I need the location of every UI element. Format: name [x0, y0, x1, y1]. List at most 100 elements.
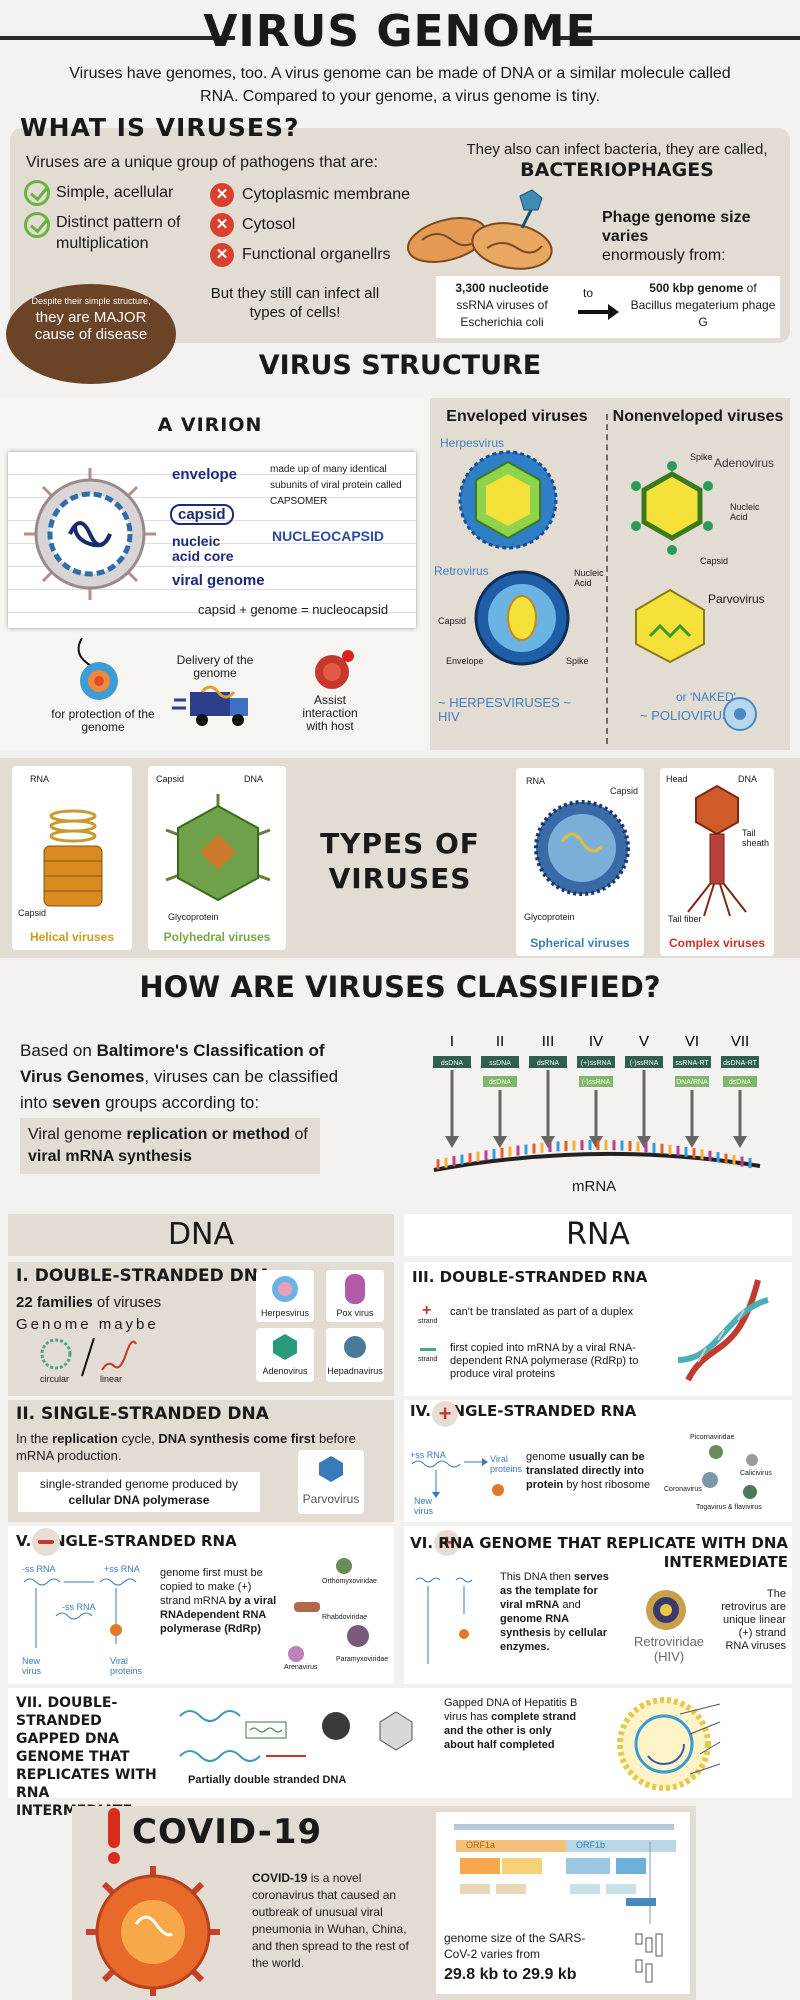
- g5-virus-icons: [288, 1558, 369, 1662]
- group-6-cycle-diagram: [415, 1577, 473, 1664]
- from-bold: 3,300 nucleotide: [455, 281, 549, 295]
- adeno-thumb-label: Adenovirus: [262, 1366, 308, 1376]
- structure-title: VIRUS STRUCTURE: [258, 350, 542, 381]
- classify-criteria-box: Viral genome replication or method of vi…: [20, 1118, 320, 1174]
- retroviridae-label: Retroviridae (HIV): [633, 1634, 705, 1664]
- what-lead: Viruses are a unique group of pathogens …: [26, 154, 378, 171]
- exclamation-dot: [108, 1852, 120, 1864]
- g5-virus: Paramyxoviridae: [336, 1656, 389, 1663]
- baltimore-roman: IV: [589, 1033, 603, 1050]
- retrovirus-note: The retrovirus are unique linear (+) str…: [721, 1588, 786, 1652]
- hepadna-thumb: Hepadnavirus: [326, 1328, 384, 1382]
- classify-title: HOW ARE VIRUSES CLASSIFIED?: [139, 970, 661, 1004]
- cross-icon: ✕: [210, 213, 234, 237]
- g5-virus: Orthomyxoviridae: [322, 1578, 377, 1585]
- baltimore-tag-label: dsDNA-RT: [723, 1060, 757, 1067]
- baltimore-tag: [577, 1056, 615, 1068]
- g4-part: usually can be translated directly into …: [526, 1451, 645, 1491]
- strand-label: strand: [418, 1318, 438, 1325]
- not-item: Functional organellrs: [242, 246, 391, 263]
- major-cause-bubble: Despite their simple structure, they are…: [6, 284, 176, 384]
- rna-header: RNA: [404, 1214, 792, 1256]
- cross-icon: ✕: [210, 243, 234, 267]
- group-5-title: V. SINGLE-STRANDED RNA: [16, 1532, 237, 1550]
- retro-part: Capsid: [438, 616, 467, 626]
- baltimore-tag-label: ssDNA: [489, 1060, 511, 1067]
- capsid-formula: capsid + genome = nucleocapsid: [198, 602, 389, 617]
- exclamation-icon: [108, 1808, 120, 1848]
- baltimore-tag: [529, 1056, 567, 1068]
- spherical-label: Capsid: [610, 786, 639, 796]
- herpes-thumb: Herpesvirus: [256, 1270, 314, 1322]
- from-rest: ssRNA viruses of Escherichia coli: [456, 298, 548, 329]
- baltimore-intermediate-label: (-)ssRNA: [582, 1079, 611, 1086]
- adeno-part: Spike: [690, 452, 713, 462]
- what-not-list: ✕ Cytoplasmic membrane ✕ Cytosol ✕ Function…: [210, 183, 450, 273]
- pox-thumb-icon: [345, 1274, 365, 1304]
- baltimore-tag-label: dsRNA: [537, 1060, 560, 1067]
- plus-strand-badge: +: [434, 1530, 460, 1556]
- baltimore-intermediate: [723, 1076, 757, 1087]
- bact-text-a: They also can infect bacteria, they are …: [466, 141, 768, 158]
- label-envelope: envelope: [172, 466, 238, 483]
- covid-part: is a novel coronavirus that caused an ou…: [252, 1871, 409, 1970]
- phage-sub: enormously from:: [602, 247, 726, 264]
- g2-part: DNA synthesis come first: [158, 1431, 316, 1446]
- label-viral-genome: viral genome: [172, 572, 265, 589]
- g2-part: before mRNA production.: [16, 1431, 356, 1463]
- are-item: Distinct pattern of multiplication: [56, 214, 181, 252]
- classify-text-part: , viruses can be classified into: [20, 1067, 339, 1112]
- g7-part: Gapped DNA of Hepatitis B virus has: [444, 1697, 578, 1723]
- baltimore-intermediate: [483, 1076, 517, 1087]
- g2-part: In the: [16, 1431, 53, 1446]
- complex-caption: Complex viruses: [668, 936, 766, 950]
- label-capsid: capsid: [170, 504, 234, 525]
- baltimore-tag-label: (-)ssRNA: [630, 1060, 659, 1067]
- g4-virus-icons: [702, 1445, 758, 1499]
- plus-strand-badge: +: [432, 1401, 458, 1427]
- adeno-thumb-icon: [273, 1334, 297, 1360]
- to-bold: 500 kbp genome: [649, 281, 744, 295]
- classify-text: Based on Baltimore's Classification of V…: [20, 1038, 360, 1116]
- helical-virus-illustration: [43, 809, 103, 907]
- spherical-virus-illustration: [534, 800, 630, 896]
- column-divider: [606, 414, 608, 744]
- bubble-small-text: Despite their simple structure,: [31, 296, 151, 306]
- retro-part: Nucleic Acid: [574, 568, 604, 588]
- baltimore-arrowhead: [685, 1136, 699, 1148]
- retro-part: Spike: [566, 656, 589, 666]
- polyhedral-label: Capsid: [156, 774, 185, 784]
- baltimore-roman: III: [542, 1033, 555, 1050]
- header-rule-right: [560, 36, 800, 40]
- covid-title: COVID-19: [132, 1812, 323, 1852]
- g4-part: genome: [526, 1451, 569, 1463]
- g4-label: New virus: [414, 1496, 434, 1516]
- poliovirus-icon: [723, 697, 757, 731]
- baltimore-intermediate-label: dsDNA: [729, 1079, 752, 1086]
- group-1-genome: Genome maybe: [16, 1316, 159, 1333]
- hepadna-thumb-icon: [344, 1336, 366, 1358]
- types-title: TYPES OF VIRUSES: [320, 827, 480, 895]
- bubble-big-text: they are MAJOR cause of disease: [34, 309, 148, 343]
- linear-label: linear: [100, 1374, 123, 1384]
- nonenveloped-title: Nonenveloped viruses: [612, 408, 784, 425]
- g5-label: New virus: [22, 1656, 42, 1676]
- baltimore-roman: V: [639, 1033, 649, 1050]
- parvovirus-illustration: [635, 588, 705, 664]
- type-card-polyhedral: Capsid DNA Glycoprotein Polyhedral virus…: [148, 766, 286, 950]
- g6-part: and: [559, 1599, 581, 1611]
- baltimore-tag-label: ssRNA-RT: [675, 1060, 709, 1067]
- virion-title: A VIRION: [157, 414, 263, 436]
- g4-virus: Togavirus & flavivirus: [696, 1504, 762, 1511]
- are-item: Simple, acellular: [56, 184, 174, 201]
- what-title: WHAT IS VIRUSES?: [20, 113, 300, 142]
- dna-header: DNA: [8, 1214, 394, 1256]
- not-item: Cytoplasmic membrane: [242, 186, 411, 203]
- baltimore-tag: [673, 1056, 711, 1068]
- g6-part: serves as the template for viral mRNA: [500, 1571, 609, 1611]
- group-5-cycle-diagram: [23, 1578, 137, 1648]
- strand-label: strand: [418, 1356, 438, 1363]
- baltimore-arrowhead: [589, 1136, 603, 1148]
- baltimore-tag: [433, 1056, 471, 1068]
